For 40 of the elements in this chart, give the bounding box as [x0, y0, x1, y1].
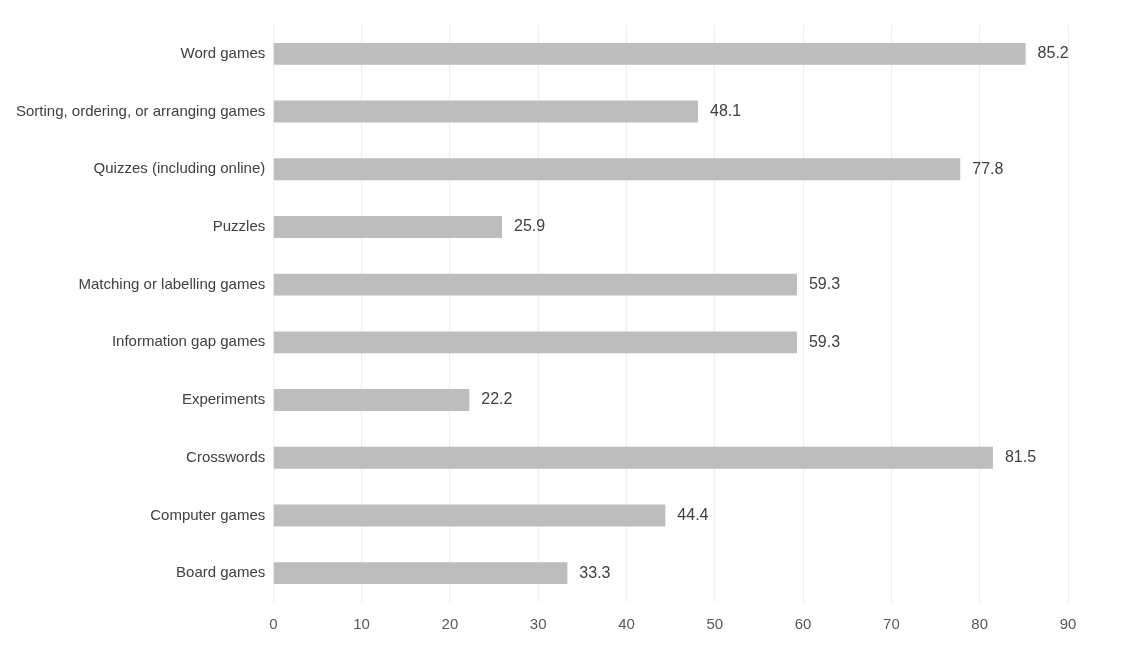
- bar: [273, 562, 568, 585]
- x-tick-label: 30: [529, 615, 547, 633]
- y-tick-label: Matching or labelling games: [78, 274, 266, 292]
- x-tick-label: 20: [441, 615, 459, 633]
- bar: [273, 389, 470, 412]
- y-tick-label: Sorting, ordering, or arranging games: [15, 101, 266, 119]
- data-label: 44.4: [677, 505, 709, 523]
- data-label: 81.5: [1004, 448, 1037, 466]
- x-tick-label: 10: [353, 615, 370, 633]
- bar: [273, 273, 797, 296]
- bar: [273, 331, 797, 354]
- y-tick-label: Computer games: [150, 505, 266, 523]
- y-tick-label: Quizzes (including online): [93, 159, 266, 177]
- x-tick-label: 80: [971, 615, 989, 633]
- y-tick-label: Information gap games: [111, 332, 266, 350]
- x-tick-label: 60: [794, 615, 812, 633]
- data-label: 59.3: [808, 275, 841, 293]
- data-label: 22.2: [481, 390, 513, 408]
- data-label: 25.9: [514, 217, 546, 235]
- data-label: 48.1: [710, 101, 742, 119]
- data-label: 85.2: [1037, 44, 1069, 62]
- y-tick-label: Word games: [180, 43, 266, 61]
- y-tick-label: Experiments: [181, 390, 266, 408]
- x-tick-label: 40: [618, 615, 635, 633]
- bar: [273, 158, 961, 181]
- x-tick-label: 70: [883, 615, 900, 633]
- x-tick-label: 90: [1059, 615, 1077, 633]
- data-label: 77.8: [972, 159, 1004, 177]
- data-label: 59.3: [808, 332, 841, 350]
- y-tick-label: Crosswords: [186, 447, 266, 465]
- bar: [273, 100, 699, 123]
- y-tick-label: Puzzles: [212, 217, 266, 235]
- bar: [273, 446, 993, 469]
- bar: [273, 215, 502, 238]
- bar: [273, 42, 1026, 65]
- x-tick-label: 0: [269, 615, 278, 633]
- y-tick-label: Board games: [176, 563, 266, 581]
- data-label: 33.3: [579, 563, 611, 581]
- bar: [273, 504, 666, 527]
- x-tick-label: 50: [706, 615, 724, 633]
